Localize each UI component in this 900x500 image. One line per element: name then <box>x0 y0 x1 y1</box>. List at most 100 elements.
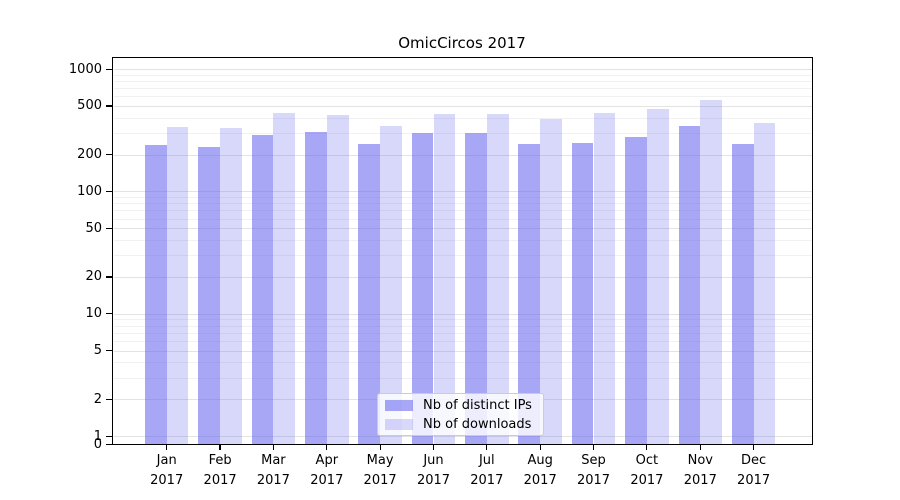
bar-downloads-mar <box>273 112 296 444</box>
x-axis-label-month: Mar <box>261 453 286 468</box>
gridline-minor <box>114 332 812 334</box>
gridline-major <box>114 228 812 230</box>
gridline-minor <box>114 196 812 198</box>
x-axis-label: Mar 2017 <box>241 451 305 491</box>
gridline-minor <box>114 210 812 212</box>
y-axis-tick <box>106 443 113 445</box>
x-axis-label-month: Feb <box>208 453 232 468</box>
x-axis-label-month: Dec <box>741 453 767 468</box>
gridline-major <box>114 191 812 193</box>
gridline-minor <box>114 255 812 257</box>
bar-downloads-jan <box>166 127 189 444</box>
x-axis-label-year: 2017 <box>683 473 717 488</box>
bar-downloads-jun <box>433 113 456 444</box>
bar-distinct-ips-apr <box>305 132 327 444</box>
y-axis-tick-label: 5 <box>93 343 102 358</box>
y-axis-tick-label: 0 <box>93 436 102 452</box>
gridline-minor <box>114 377 812 379</box>
gridline-minor <box>114 80 812 82</box>
gridline-major <box>114 350 812 352</box>
x-axis-label-year: 2017 <box>363 473 397 488</box>
x-axis-tick <box>432 445 435 450</box>
y-axis-tick <box>106 227 113 229</box>
bar-distinct-ips-may <box>358 143 381 444</box>
legend-row-downloads: Nb of downloads <box>385 417 536 432</box>
x-axis-tick <box>166 445 168 450</box>
bar-distinct-ips-nov <box>678 125 701 444</box>
x-axis-label-year: 2017 <box>737 473 771 488</box>
bar-distinct-ips-feb <box>198 147 221 444</box>
bar-distinct-ips-jan <box>144 144 167 444</box>
y-axis-tick-label: 20 <box>85 269 102 285</box>
x-axis-label-year: 2017 <box>576 473 611 488</box>
bar-distinct-ips-aug <box>518 143 541 444</box>
gridline-major <box>114 69 812 70</box>
bar-distinct-ips-oct <box>625 136 647 444</box>
gridline-minor <box>114 362 812 364</box>
y-axis-tick-label: 100 <box>77 183 102 199</box>
x-axis-tick <box>326 445 328 450</box>
y-axis-tick <box>106 190 113 193</box>
gridline-major <box>114 154 812 156</box>
gridline-minor <box>114 325 812 327</box>
gridline-minor <box>114 240 812 241</box>
x-axis-label-month: Apr <box>315 453 339 468</box>
gridline-major <box>114 276 812 278</box>
legend-swatch-distinct-ips <box>385 399 413 411</box>
x-axis-label-month: Oct <box>635 453 659 468</box>
legend-swatch-downloads <box>385 418 413 430</box>
bar-downloads-jul <box>486 113 509 444</box>
y-axis-tick <box>106 435 113 437</box>
x-axis-label: Aug 2017 <box>508 451 572 491</box>
gridline-minor <box>114 87 812 89</box>
bar-distinct-ips-mar <box>251 134 274 444</box>
y-axis-tick-label: 500 <box>77 98 102 114</box>
x-axis-tick <box>486 445 488 450</box>
y-axis-tick <box>106 350 113 352</box>
x-axis-label: May 2017 <box>348 451 412 491</box>
x-axis-tick <box>272 445 275 450</box>
bar-downloads-aug <box>540 119 562 444</box>
gridline-minor <box>114 203 812 205</box>
x-axis-label-month: May <box>366 453 394 468</box>
legend-row-distinct-ips: Nb of distinct IPs <box>385 398 536 413</box>
x-axis-label-year: 2017 <box>256 473 290 488</box>
y-axis-tick-label: 1 <box>93 428 102 444</box>
x-axis-label-month: Aug <box>527 453 553 468</box>
x-axis-label: Oct 2017 <box>615 451 679 491</box>
gridline-minor <box>114 340 812 342</box>
bar-downloads-nov <box>700 99 723 444</box>
bar-downloads-may <box>380 125 402 444</box>
x-axis-label-year: 2017 <box>523 473 557 488</box>
bar-downloads-sep <box>593 112 616 444</box>
y-axis-tick-label: 2 <box>93 391 102 407</box>
gridline-major <box>114 313 812 315</box>
bar-distinct-ips-dec <box>731 143 754 444</box>
y-axis-tick <box>106 313 113 315</box>
x-axis-tick <box>379 445 381 450</box>
bar-downloads-dec <box>753 123 776 444</box>
y-axis-tick-label: 50 <box>85 220 102 236</box>
x-axis-label-year: 2017 <box>310 473 344 488</box>
bar-distinct-ips-jun <box>411 133 434 444</box>
gridline-minor <box>114 74 812 76</box>
x-axis-tick <box>646 445 648 450</box>
y-axis-tick-label: 10 <box>85 306 102 322</box>
bar-distinct-ips-jul <box>465 133 487 444</box>
x-axis-label: Jan 2017 <box>135 451 199 491</box>
chart-title: OmicCircos 2017 <box>398 34 526 52</box>
x-axis-label: Dec 2017 <box>722 451 786 491</box>
bar-distinct-ips-sep <box>571 142 594 444</box>
x-axis-label: Sep 2017 <box>562 451 626 491</box>
x-axis-label-month: Sep <box>581 453 606 468</box>
bar-downloads-feb <box>220 127 242 444</box>
gridline-minor <box>114 96 812 98</box>
y-axis-tick <box>106 154 113 156</box>
x-axis-tick <box>219 445 221 450</box>
x-axis-tick <box>592 445 595 450</box>
gridline-major <box>114 436 812 437</box>
legend-label-distinct-ips: Nb of distinct IPs <box>423 397 532 413</box>
x-axis-tick <box>539 445 541 450</box>
x-axis-label-month: Jan <box>156 453 177 468</box>
